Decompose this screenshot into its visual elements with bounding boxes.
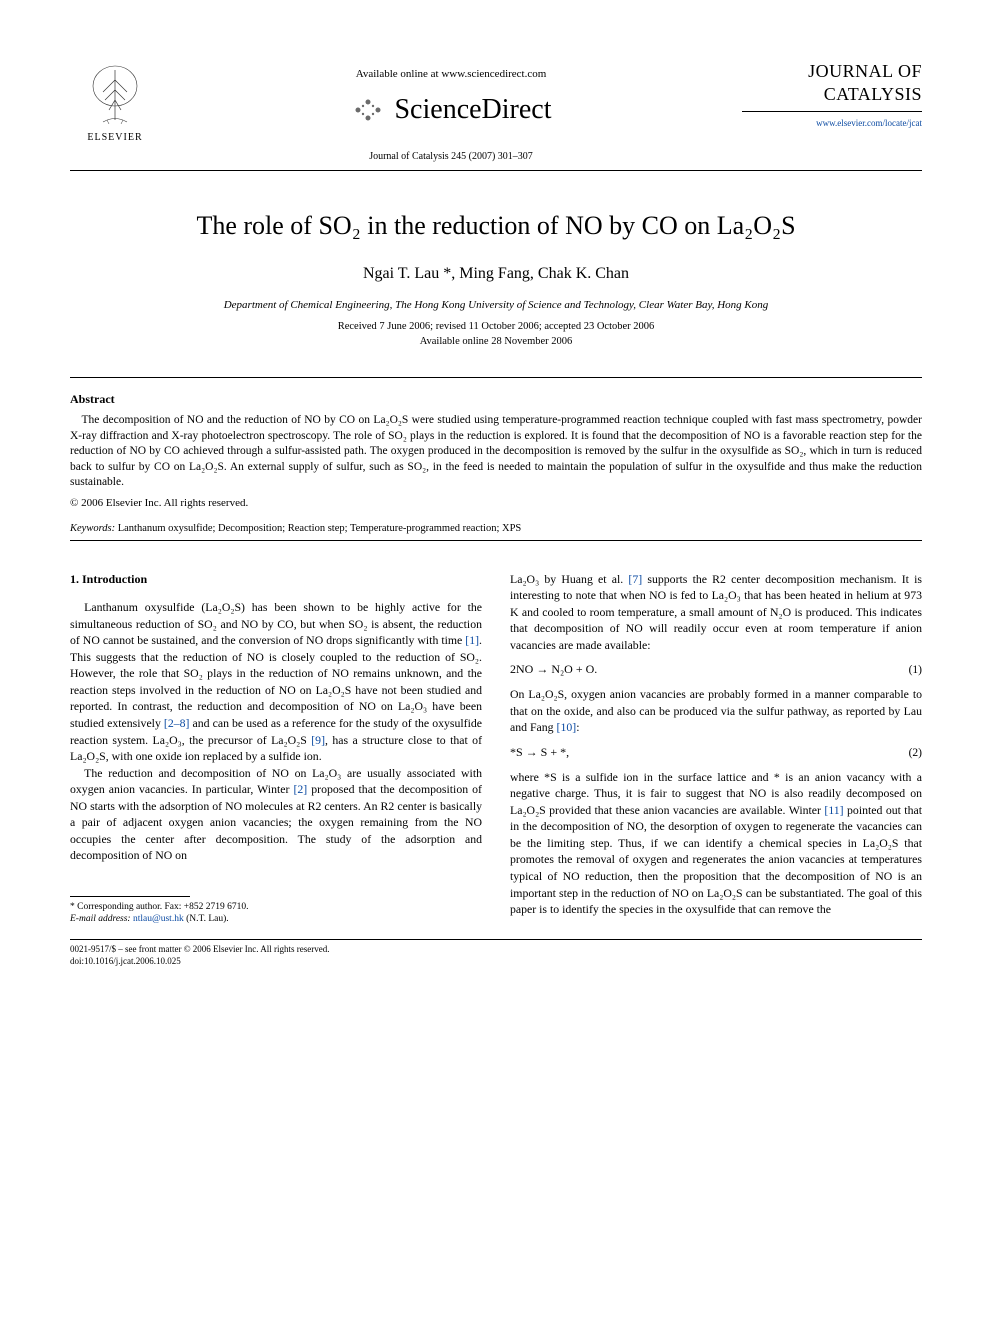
intro-para-1: Lanthanum oxysulfide (La₂O₂S) has been s…	[70, 599, 482, 764]
equation-1: 2NO → N₂O + O.	[510, 661, 597, 678]
equation-1-row: 2NO → N₂O + O. (1)	[510, 661, 922, 678]
ref-2[interactable]: [2]	[293, 782, 307, 796]
header-rule	[70, 170, 922, 171]
intro-para-3: La₂O₃ by Huang et al. [7] supports the R…	[510, 571, 922, 654]
ref-1[interactable]: [1]	[465, 633, 479, 647]
abstract-copyright: © 2006 Elsevier Inc. All rights reserved…	[70, 497, 922, 509]
right-column: La₂O₃ by Huang et al. [7] supports the R…	[510, 571, 922, 926]
ref-7[interactable]: [7]	[628, 572, 642, 586]
article-title: The role of SO₂ in the reduction of NO b…	[70, 211, 922, 241]
left-column: 1. Introduction Lanthanum oxysulfide (La…	[70, 571, 482, 926]
ref-9[interactable]: [9]	[311, 733, 325, 747]
abstract-body: The decomposition of NO and the reductio…	[70, 413, 922, 491]
header-center: Available online at www.sciencedirect.co…	[160, 60, 742, 162]
footnote-email[interactable]: ntlau@ust.hk	[131, 914, 184, 924]
keywords-label: Keywords:	[70, 523, 115, 534]
abstract-heading: Abstract	[70, 392, 922, 407]
page-header: ELSEVIER Available online at www.science…	[70, 60, 922, 162]
affiliation: Department of Chemical Engineering, The …	[70, 299, 922, 311]
abstract-bottom-rule	[70, 540, 922, 541]
online-date: Available online 28 November 2006	[70, 336, 922, 347]
intro-para-5: where *S is a sulfide ion in the surface…	[510, 769, 922, 918]
elsevier-tree-icon	[85, 60, 145, 130]
elsevier-label: ELSEVIER	[87, 132, 142, 143]
two-column-body: 1. Introduction Lanthanum oxysulfide (La…	[70, 571, 922, 926]
journal-name-line1: JOURNAL OF	[742, 60, 922, 83]
sciencedirect-logo: ScienceDirect	[350, 92, 551, 128]
ref-2-8[interactable]: [2–8]	[164, 716, 190, 730]
equation-2: *S → S + *,	[510, 744, 569, 761]
footnote-email-tail: (N.T. Lau).	[184, 914, 229, 924]
keywords-line: Keywords: Lanthanum oxysulfide; Decompos…	[70, 523, 922, 534]
equation-2-row: *S → S + *, (2)	[510, 744, 922, 761]
corresponding-footnote: * Corresponding author. Fax: +852 2719 6…	[70, 901, 482, 926]
footnote-corr: * Corresponding author. Fax: +852 2719 6…	[70, 901, 482, 913]
footnote-email-line: E-mail address: ntlau@ust.hk (N.T. Lau).	[70, 913, 482, 925]
sciencedirect-icon	[350, 92, 386, 128]
intro-para-4: On La₂O₂S, oxygen anion vacancies are pr…	[510, 686, 922, 736]
journal-citation: Journal of Catalysis 245 (2007) 301–307	[160, 151, 742, 162]
journal-title-block: JOURNAL OF CATALYSIS www.elsevier.com/lo…	[742, 60, 922, 128]
footnote-rule	[70, 896, 190, 897]
footnote-email-label: E-mail address:	[70, 914, 131, 924]
submission-dates: Received 7 June 2006; revised 11 October…	[70, 321, 922, 332]
sciencedirect-text: ScienceDirect	[394, 94, 551, 126]
abstract-top-rule	[70, 377, 922, 378]
ref-10[interactable]: [10]	[557, 720, 577, 734]
ref-11[interactable]: [11]	[824, 803, 843, 817]
elsevier-logo-block: ELSEVIER	[70, 60, 160, 143]
section-1-heading: 1. Introduction	[70, 571, 482, 588]
journal-url[interactable]: www.elsevier.com/locate/jcat	[742, 118, 922, 128]
journal-rule	[742, 111, 922, 112]
footer-doi: doi:10.1016/j.jcat.2006.10.025	[70, 956, 922, 968]
footer-rule	[70, 939, 922, 940]
equation-2-number: (2)	[909, 745, 922, 761]
keywords-text: Lanthanum oxysulfide; Decomposition; Rea…	[115, 523, 521, 534]
available-online-text: Available online at www.sciencedirect.co…	[160, 68, 742, 80]
footer-line-1: 0021-9517/$ – see front matter © 2006 El…	[70, 944, 922, 956]
equation-1-number: (1)	[909, 662, 922, 678]
journal-name-line2: CATALYSIS	[742, 83, 922, 106]
intro-para-2: The reduction and decomposition of NO on…	[70, 765, 482, 864]
authors-line: Ngai T. Lau *, Ming Fang, Chak K. Chan	[70, 265, 922, 283]
